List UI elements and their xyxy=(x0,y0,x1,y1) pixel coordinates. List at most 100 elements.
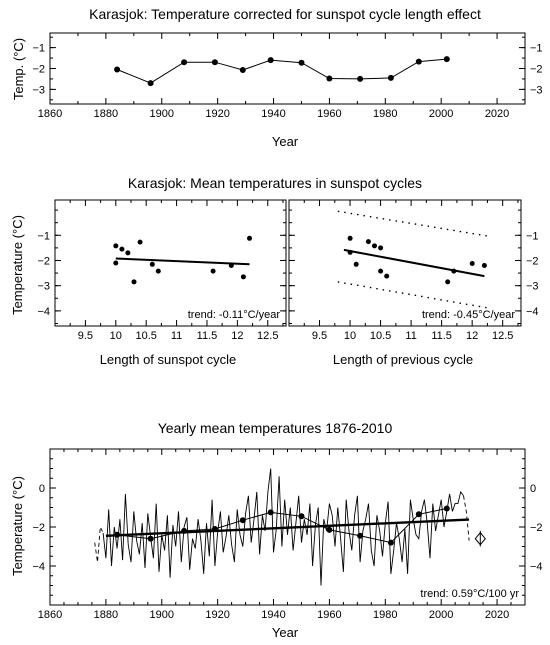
yearly-xtick-label: 2020 xyxy=(485,609,509,621)
yearly-ytick-label-right: 0 xyxy=(530,483,536,495)
x-axis-label-cycle-length: Length of sunspot cycle xyxy=(100,352,237,367)
cycle-mean-point xyxy=(326,526,333,533)
yearly-xtick-label: 2000 xyxy=(429,609,453,621)
corrected-data-point xyxy=(357,75,364,82)
cycle-mean-point xyxy=(267,509,274,516)
chart-title-corrected: Karasjok: Temperature corrected for suns… xyxy=(89,6,481,22)
corrected-ytick-label-right: −3 xyxy=(530,84,543,96)
corrected-xtick-label: 1920 xyxy=(205,108,229,120)
cycle-data-point xyxy=(247,235,252,241)
prev-cycle-trend-label: trend: -0.45°C/year xyxy=(422,309,515,321)
cycle-xtick-label: 11.5 xyxy=(197,330,218,342)
cycle-ytick-label: −4 xyxy=(37,306,50,318)
yearly-early-segment xyxy=(94,525,104,563)
cycle-xtick-label: 10.5 xyxy=(135,330,156,342)
cycle-ytick-label: −3 xyxy=(37,281,50,293)
error-diamond-marker xyxy=(474,531,486,546)
y-axis-label-corrected: Temp. (°C) xyxy=(11,38,26,100)
prev-cycle-xtick-label: 11.5 xyxy=(431,330,452,342)
corrected-xtick-label: 1900 xyxy=(150,108,174,120)
x-axis-label-corrected: Year xyxy=(272,134,299,149)
corrected-xtick-label: 1940 xyxy=(261,108,285,120)
yearly-trend-line xyxy=(105,518,470,537)
yearly-ytick-label: −2 xyxy=(32,522,45,534)
corrected-xtick-label: 1980 xyxy=(373,108,397,120)
chart-title-cycles: Karasjok: Mean temperatures in sunspot c… xyxy=(128,175,422,191)
cycle-mean-point xyxy=(415,511,422,518)
prev-cycle-data-point xyxy=(481,263,487,268)
cycle-mean-point xyxy=(147,535,154,542)
panel-yearly: Yearly mean temperatures 1876-2010 Tempe… xyxy=(10,420,543,640)
svg-text:Temperature (°C): Temperature (°C) xyxy=(10,215,25,315)
corrected-data-point xyxy=(211,59,218,66)
prev-cycle-trend-line xyxy=(343,248,485,278)
corrected-data-point xyxy=(181,59,188,66)
corrected-ytick-label-right: −2 xyxy=(530,64,543,76)
yearly-xtick-label: 1960 xyxy=(317,609,341,621)
prev-cycle-data-point xyxy=(378,245,384,251)
prev-cycle-data-point xyxy=(384,273,390,279)
cycle-mean-point xyxy=(443,505,450,512)
corrected-xtick-label: 2000 xyxy=(429,108,453,120)
corrected-series-line xyxy=(116,58,447,84)
corrected-data-point xyxy=(147,80,154,87)
yearly-ytick-label-right: −2 xyxy=(530,522,543,534)
prev-cycle-data-point xyxy=(353,261,359,267)
yearly-series-line xyxy=(102,468,464,586)
corrected-data-point xyxy=(267,57,274,64)
corrected-xtick-label: 1860 xyxy=(38,108,62,120)
corrected-ytick-label: −2 xyxy=(32,64,45,76)
corrected-data-point xyxy=(443,56,450,63)
cycle-xtick-label: 10 xyxy=(110,330,122,342)
cycle-data-point xyxy=(228,263,234,268)
prev-cycle-frame xyxy=(288,199,522,327)
corrected-data-point xyxy=(387,74,394,81)
prev-cycle-data-point xyxy=(451,268,457,274)
yearly-ytick-label: −4 xyxy=(32,561,45,573)
y-axis-label-cycles: Temperature (°C) xyxy=(10,215,25,315)
prev-cycle-data-point xyxy=(469,261,475,266)
x-axis-label-previous-cycle: Length of previous cycle xyxy=(333,352,473,367)
cycle-xtick-label: 12 xyxy=(231,330,243,342)
prev-cycle-data-point xyxy=(347,249,353,255)
cycle-data-point xyxy=(119,246,125,252)
prev-cycle-ytick-label-right: −1 xyxy=(526,230,539,242)
cycle-data-point xyxy=(149,261,155,267)
prev-cycle-upper-bound xyxy=(337,210,491,238)
prev-cycle-data-point xyxy=(347,235,353,241)
prev-cycle-ytick-label-right: −4 xyxy=(526,306,539,318)
prev-cycle-data-point xyxy=(372,243,377,249)
cycle-data-point xyxy=(113,243,119,249)
prev-cycle-ytick-label-right: −2 xyxy=(526,255,539,267)
yearly-trend-label: trend: 0.59°C/100 yr xyxy=(420,588,519,600)
yearly-xtick-label: 1860 xyxy=(38,609,62,621)
cycle-data-point xyxy=(240,274,246,280)
cycle-ytick-label: −2 xyxy=(37,255,50,267)
plot-corrected: 1860 1880 1900 1920 1940 1960 1980 2000 2020 −1 −1… xyxy=(32,32,543,120)
cycle-mean-point xyxy=(357,532,364,539)
cycle-data-point xyxy=(155,268,161,274)
cycle-trend-line xyxy=(115,257,250,266)
plot-cycle-length: 9.5 10 10.5 11 11.5 12 12.5 −1 −2 −3 −4 trend: -0.1… xyxy=(37,199,287,342)
panel-sunspot-cycles: Karasjok: Mean temperatures in sunspot c… xyxy=(10,175,539,367)
cycle-xtick-label: 12.5 xyxy=(257,330,278,342)
cycle-mean-point xyxy=(239,517,246,524)
cycle-ytick-label: −1 xyxy=(37,230,50,242)
corrected-data-point xyxy=(239,67,246,73)
y-axis-label-yearly: Temperature (°C) xyxy=(10,476,25,576)
corrected-data-point xyxy=(415,58,422,65)
corrected-frame xyxy=(49,32,526,105)
yearly-xtick-label: 1920 xyxy=(205,609,229,621)
prev-cycle-xtick-label: 10.5 xyxy=(370,330,391,342)
cycle-frame xyxy=(54,199,287,327)
corrected-xtick-label: 1960 xyxy=(317,108,341,120)
prev-cycle-lower-bound xyxy=(337,281,491,310)
prev-cycle-xtick-label: 12 xyxy=(466,330,478,342)
prev-cycle-xtick-label: 12.5 xyxy=(492,330,513,342)
plot-yearly: 1860 1880 1900 1920 1940 1960 1980 2000 2020 0 0 −2… xyxy=(32,448,543,621)
yearly-ytick-label: 0 xyxy=(39,483,45,495)
yearly-xtick-label: 1940 xyxy=(261,609,285,621)
corrected-ytick-label: −1 xyxy=(32,43,45,55)
prev-cycle-ytick-label-right: −3 xyxy=(526,281,539,293)
